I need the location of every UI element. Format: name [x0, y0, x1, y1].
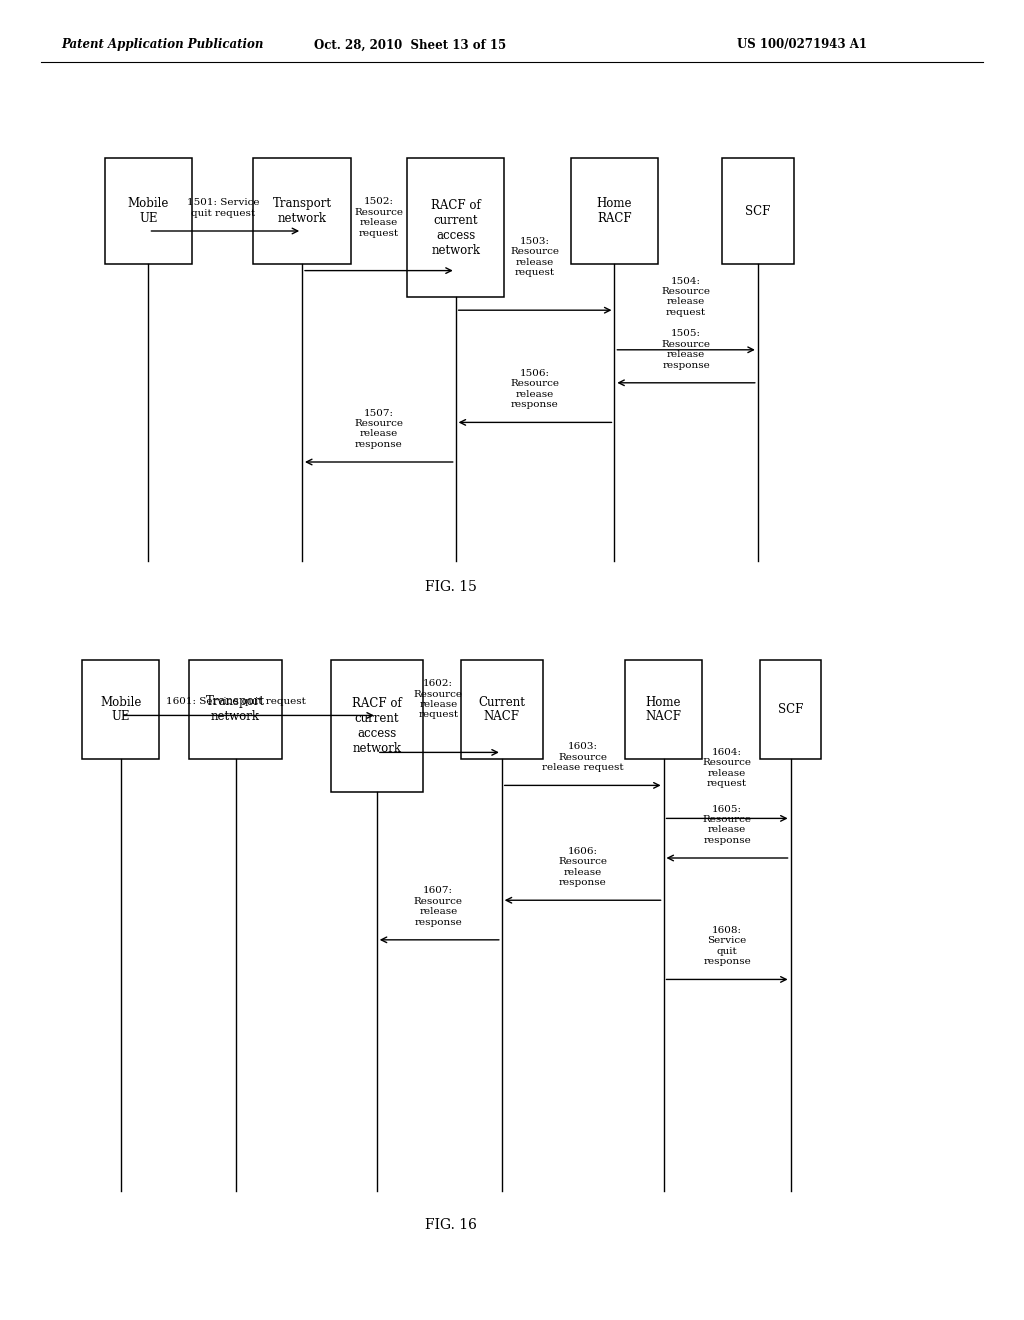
- Text: US 100/0271943 A1: US 100/0271943 A1: [737, 38, 867, 51]
- Text: 1602:
Resource
release
request: 1602: Resource release request: [414, 680, 463, 719]
- Text: Transport
network: Transport network: [272, 197, 332, 226]
- Text: RACF of
current
access
network: RACF of current access network: [431, 199, 480, 256]
- Text: 1604:
Resource
release
request: 1604: Resource release request: [702, 748, 752, 788]
- Text: RACF of
current
access
network: RACF of current access network: [352, 697, 401, 755]
- Text: Patent Application Publication: Patent Application Publication: [61, 38, 264, 51]
- Bar: [82, 660, 159, 759]
- Text: 1607:
Resource
release
response: 1607: Resource release response: [414, 887, 463, 927]
- Text: Mobile
UE: Mobile UE: [128, 197, 169, 226]
- Text: SCF: SCF: [745, 205, 770, 218]
- Text: 1504:
Resource
release
request: 1504: Resource release request: [662, 277, 711, 317]
- Bar: [760, 660, 821, 759]
- Text: Home
RACF: Home RACF: [597, 197, 632, 226]
- Text: 1505:
Resource
release
response: 1505: Resource release response: [662, 330, 711, 370]
- Bar: [254, 158, 350, 264]
- Text: 1608:
Service
quit
response: 1608: Service quit response: [703, 927, 751, 966]
- Bar: [408, 158, 505, 297]
- Text: Home
NACF: Home NACF: [645, 696, 682, 723]
- Bar: [189, 660, 282, 759]
- Text: SCF: SCF: [778, 704, 803, 715]
- Bar: [331, 660, 423, 792]
- Text: Transport
network: Transport network: [206, 696, 265, 723]
- Text: Mobile
UE: Mobile UE: [100, 696, 141, 723]
- Text: 1603:
Resource
release request: 1603: Resource release request: [542, 742, 624, 772]
- Text: 1606:
Resource
release
response: 1606: Resource release response: [558, 847, 607, 887]
- Text: 1605:
Resource
release
response: 1605: Resource release response: [702, 805, 752, 845]
- Text: FIG. 16: FIG. 16: [425, 1218, 476, 1232]
- Text: 1501: Service
quit request: 1501: Service quit request: [187, 198, 259, 218]
- Text: Oct. 28, 2010  Sheet 13 of 15: Oct. 28, 2010 Sheet 13 of 15: [313, 38, 506, 51]
- Bar: [571, 158, 657, 264]
- Text: Current
NACF: Current NACF: [478, 696, 525, 723]
- Bar: [104, 158, 193, 264]
- Text: FIG. 15: FIG. 15: [425, 581, 476, 594]
- Bar: [625, 660, 702, 759]
- Text: 1601: Service quit request: 1601: Service quit request: [166, 697, 305, 706]
- Bar: [461, 660, 543, 759]
- Text: 1502:
Resource
release
request: 1502: Resource release request: [354, 198, 403, 238]
- Text: 1507:
Resource
release
response: 1507: Resource release response: [354, 409, 403, 449]
- Bar: [722, 158, 794, 264]
- Text: 1506:
Resource
release
response: 1506: Resource release response: [510, 370, 559, 409]
- Text: 1503:
Resource
release
request: 1503: Resource release request: [510, 238, 559, 277]
